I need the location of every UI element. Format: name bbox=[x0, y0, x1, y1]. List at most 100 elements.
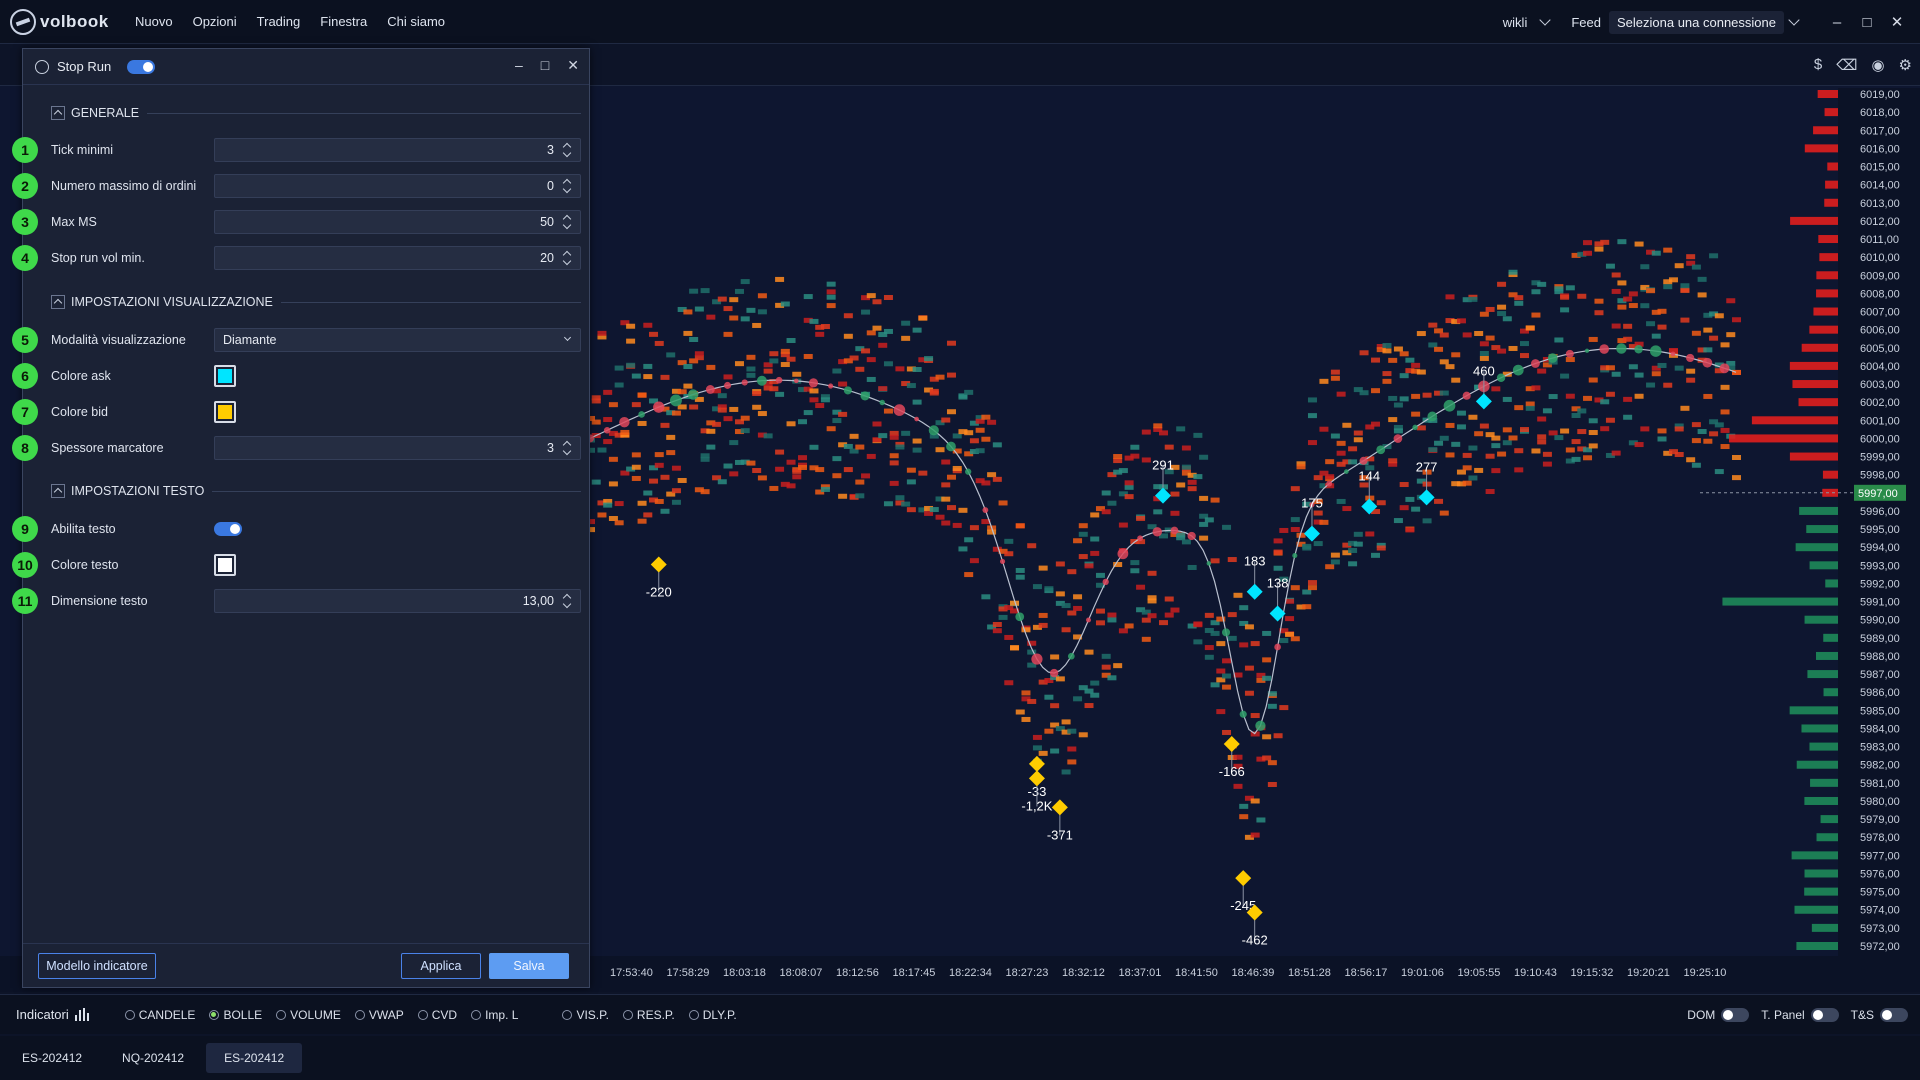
text-color-picker[interactable] bbox=[214, 554, 236, 576]
footprint-cell bbox=[1531, 312, 1541, 318]
bid-color-picker[interactable] bbox=[214, 401, 236, 423]
minimize-button[interactable]: – bbox=[515, 57, 523, 73]
volume-profile-bar bbox=[1807, 670, 1838, 679]
mode-volume[interactable]: VOLUME bbox=[276, 1008, 341, 1022]
chevron-down-icon[interactable] bbox=[1539, 14, 1552, 26]
max-ms-input[interactable]: 50 bbox=[214, 210, 581, 234]
chevron-down-icon[interactable] bbox=[563, 333, 572, 342]
field-value: 0 bbox=[547, 179, 554, 193]
tab-nq-202412[interactable]: NQ-202412 bbox=[122, 1051, 185, 1065]
volume-profile-bar bbox=[1816, 833, 1838, 842]
section-testo[interactable]: IMPOSTAZIONI TESTO bbox=[51, 484, 581, 498]
footprint-cell bbox=[872, 325, 882, 331]
footprint-cell bbox=[1319, 483, 1329, 489]
field-label: Colore testo bbox=[51, 558, 119, 572]
menu-opzioni[interactable]: Opzioni bbox=[192, 14, 237, 29]
ts-toggle[interactable]: T&S bbox=[1851, 1007, 1908, 1022]
tab-es-202412-active[interactable]: ES-202412 bbox=[206, 1043, 303, 1073]
dollar-icon[interactable]: $ bbox=[1813, 56, 1823, 73]
toggle-switch[interactable] bbox=[1810, 1007, 1839, 1022]
footprint-cell bbox=[981, 414, 991, 420]
spinner-icon[interactable] bbox=[563, 250, 572, 266]
mode-vis-p[interactable]: VIS.P. bbox=[562, 1008, 609, 1022]
menu-finestra[interactable]: Finestra bbox=[320, 14, 368, 29]
close-button[interactable]: ✕ bbox=[567, 57, 579, 73]
ask-color-picker[interactable] bbox=[214, 365, 236, 387]
indicator-template-button[interactable]: Modello indicatore bbox=[38, 953, 156, 979]
save-button[interactable]: Salva bbox=[489, 953, 569, 979]
menu-trading[interactable]: Trading bbox=[256, 14, 301, 29]
footprint-cell bbox=[1531, 385, 1541, 391]
footprint-cell bbox=[1302, 604, 1312, 610]
text-size-input[interactable]: 13,00 bbox=[214, 589, 581, 613]
footprint-cell bbox=[1193, 474, 1203, 480]
t-panel-toggle[interactable]: T. Panel bbox=[1761, 1007, 1839, 1022]
toggle-switch[interactable] bbox=[1721, 1007, 1750, 1022]
footprint-cell bbox=[734, 459, 744, 465]
footprint-cell bbox=[1376, 347, 1386, 353]
connection-select[interactable]: Seleziona una connessione bbox=[1608, 10, 1784, 34]
record-icon[interactable]: ◉ bbox=[1871, 57, 1885, 74]
enable-text-toggle[interactable] bbox=[214, 522, 242, 536]
footprint-cell bbox=[1525, 401, 1535, 407]
time-tick: 18:37:01 bbox=[1119, 967, 1162, 979]
footprint-cell bbox=[1307, 440, 1317, 446]
footprint-cell bbox=[1004, 605, 1014, 611]
collapse-icon[interactable] bbox=[51, 106, 65, 120]
footprint-cell bbox=[1279, 576, 1289, 582]
mode-bolle[interactable]: BOLLE bbox=[209, 1008, 262, 1022]
display-mode-select[interactable]: Diamante bbox=[214, 328, 581, 352]
menu-nuovo[interactable]: Nuovo bbox=[135, 14, 173, 29]
spinner-icon[interactable] bbox=[563, 178, 572, 194]
footprint-cell bbox=[1038, 622, 1048, 628]
footprint-cell bbox=[1726, 360, 1736, 366]
section-generale[interactable]: GENERALE bbox=[51, 106, 581, 120]
footprint-cell bbox=[1680, 283, 1690, 289]
stop-run-vol-input[interactable]: 20 bbox=[214, 246, 581, 270]
tick-minimi-input[interactable]: 3 bbox=[214, 138, 581, 162]
spinner-icon[interactable] bbox=[563, 440, 572, 456]
maximize-button[interactable]: □ bbox=[540, 57, 550, 73]
footprint-cell bbox=[700, 288, 710, 294]
indicators-menu[interactable]: Indicatori bbox=[16, 1007, 89, 1022]
volume-bubble bbox=[1650, 345, 1662, 357]
collapse-icon[interactable] bbox=[51, 295, 65, 309]
mode-res-p[interactable]: RES.P. bbox=[622, 1008, 675, 1022]
maximize-button[interactable]: □ bbox=[1862, 13, 1872, 31]
collapse-icon[interactable] bbox=[51, 484, 65, 498]
time-tick: 19:25:10 bbox=[1684, 967, 1727, 979]
mode-candele[interactable]: CANDELE bbox=[124, 1008, 195, 1022]
radio-icon bbox=[354, 1009, 365, 1020]
footprint-cell bbox=[969, 438, 979, 444]
close-button[interactable]: ✕ bbox=[1890, 14, 1904, 31]
toggle-switch[interactable] bbox=[1880, 1007, 1908, 1022]
chevron-down-icon[interactable] bbox=[1788, 14, 1800, 26]
mode-dly-p[interactable]: DLY.P. bbox=[688, 1008, 737, 1022]
section-visualizzazione[interactable]: IMPOSTAZIONI VISUALIZZAZIONE bbox=[51, 295, 581, 309]
spinner-icon[interactable] bbox=[563, 214, 572, 230]
max-orders-input[interactable]: 0 bbox=[214, 174, 581, 198]
eraser-icon[interactable]: ⌫ bbox=[1836, 57, 1858, 74]
mode-vwap[interactable]: VWAP bbox=[354, 1008, 404, 1022]
minimize-button[interactable]: – bbox=[1832, 13, 1842, 31]
menu-chi-siamo[interactable]: Chi siamo bbox=[387, 14, 446, 29]
footprint-cell bbox=[1061, 719, 1071, 725]
footprint-cell bbox=[1623, 323, 1633, 329]
spinner-icon[interactable] bbox=[563, 142, 572, 158]
spinner-icon[interactable] bbox=[563, 593, 572, 609]
dialog-titlebar[interactable]: Stop Run – □ ✕ bbox=[23, 49, 589, 85]
dom-toggle[interactable]: DOM bbox=[1687, 1007, 1750, 1022]
settings-icon[interactable]: ⚙ bbox=[1898, 57, 1912, 74]
footprint-cell bbox=[918, 315, 928, 321]
mode-imp-l[interactable]: Imp. L bbox=[471, 1008, 518, 1022]
footprint-cell bbox=[1124, 623, 1134, 629]
enable-toggle[interactable] bbox=[127, 59, 156, 74]
mode-cvd[interactable]: CVD bbox=[417, 1008, 457, 1022]
footprint-cell bbox=[1491, 435, 1501, 441]
apply-button[interactable]: Applica bbox=[401, 953, 481, 979]
user-menu[interactable]: wikli bbox=[1502, 14, 1528, 30]
tab-es-202412[interactable]: ES-202412 bbox=[22, 1051, 83, 1065]
volume-bubble bbox=[1393, 434, 1403, 443]
footprint-cell bbox=[1153, 496, 1163, 502]
marker-thickness-input[interactable]: 3 bbox=[214, 436, 581, 460]
